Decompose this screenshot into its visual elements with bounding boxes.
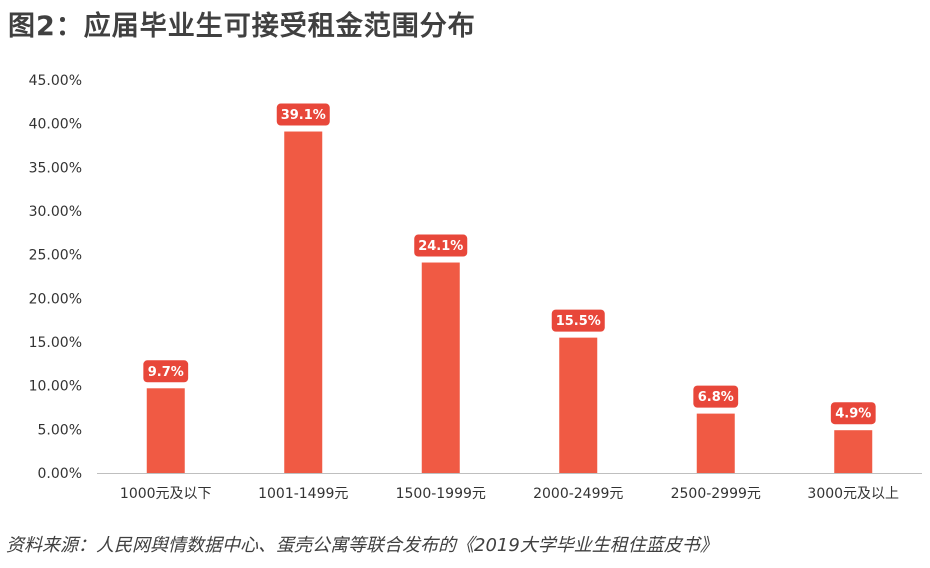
y-tick-label: 25.00% [29, 248, 82, 264]
x-tick-label: 1000元及以下 [120, 486, 212, 502]
y-tick-label: 40.00% [29, 117, 82, 133]
y-tick-label: 5.00% [38, 422, 82, 438]
data-label-badge [551, 309, 605, 332]
data-label: 15.5% [556, 314, 601, 329]
source-note: 资料来源：人民网舆情数据中心、蛋壳公寓等联合发布的《2019大学毕业生租住蓝皮书… [6, 535, 718, 556]
bar [834, 430, 873, 473]
bar [421, 262, 460, 473]
data-label-badge [276, 103, 330, 126]
data-label: 4.9% [835, 407, 871, 422]
x-tick-label: 1500-1999元 [396, 486, 486, 502]
data-label-badge [414, 234, 468, 257]
data-label: 24.1% [418, 239, 463, 254]
chart-title: 图2：应届毕业生可接受租金范围分布 [8, 11, 476, 42]
x-axis: 1000元及以下 1001-1499元 1500-1999元 2000-2499元 25… [120, 486, 899, 502]
y-tick-label: 30.00% [29, 204, 82, 220]
x-tick-label: 3000元及以上 [807, 486, 899, 502]
bar [146, 388, 185, 473]
y-tick-label: 15.00% [29, 335, 82, 351]
data-label-badge [830, 402, 876, 425]
bar [559, 337, 598, 473]
bar [696, 413, 735, 473]
x-tick-label: 2500-2999元 [671, 486, 761, 502]
data-label: 39.1% [281, 108, 326, 123]
y-axis: 0.00% 5.00% 10.00% 15.00% 20.00% 25.00% 30.00%… [29, 73, 82, 482]
data-label: 6.8% [698, 390, 734, 405]
data-label: 9.7% [148, 365, 184, 380]
bar [284, 131, 323, 473]
y-tick-label: 10.00% [29, 379, 82, 395]
data-label-badge [693, 385, 739, 408]
y-tick-label: 35.00% [29, 160, 82, 176]
x-tick-label: 1001-1499元 [258, 486, 348, 502]
y-tick-label: 0.00% [38, 466, 82, 482]
data-label-badge [143, 360, 189, 383]
x-tick-label: 2000-2499元 [533, 486, 623, 502]
bars-group: 9.7% 39.1% 24.1% 15.5% 6.8% 4.9% [143, 103, 876, 473]
y-tick-label: 45.00% [29, 73, 82, 89]
y-tick-label: 20.00% [29, 291, 82, 307]
